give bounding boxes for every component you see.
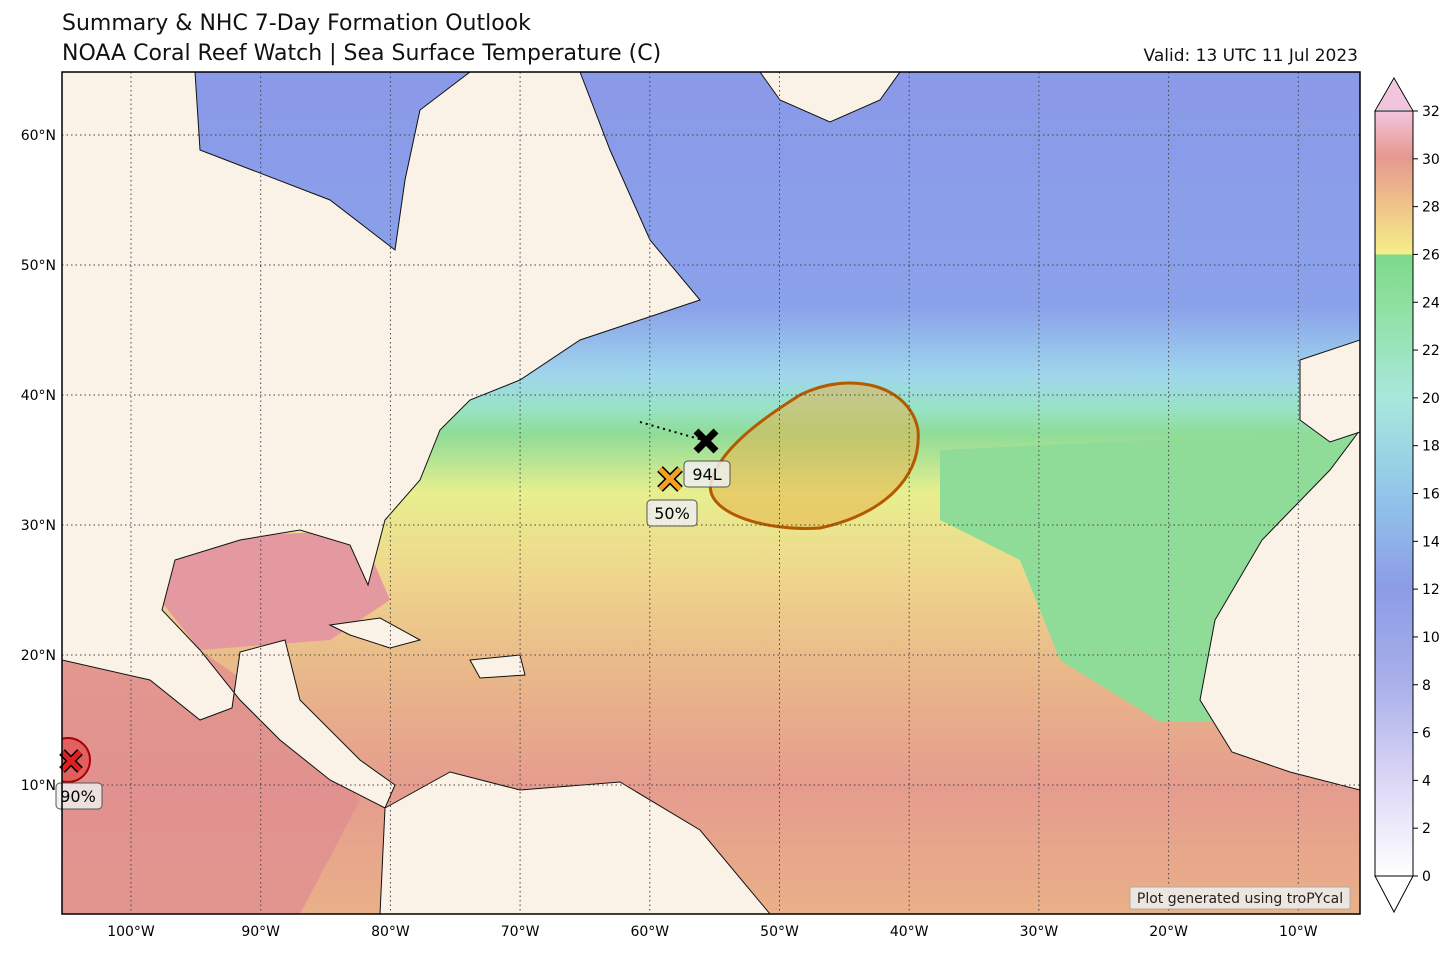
- colorbar-extend-top: [1376, 80, 1412, 110]
- lat-label: 60°N: [21, 128, 56, 144]
- cuba: [328, 617, 422, 649]
- gulf: [160, 530, 390, 650]
- credit-box: [1129, 886, 1351, 910]
- label-box: [646, 499, 698, 527]
- colorbar-label: 20: [1422, 391, 1440, 407]
- outlook-marker: [60, 750, 82, 772]
- lon-label: 80°W: [371, 924, 410, 940]
- lon-label: 40°W: [890, 924, 929, 940]
- lon-label: 10°W: [1279, 924, 1318, 940]
- label-box: [683, 460, 731, 488]
- colorbar-label: 8: [1422, 678, 1431, 694]
- south-america: [379, 771, 771, 914]
- system-label: 90%: [60, 787, 96, 806]
- colorbar: [1374, 110, 1414, 877]
- map-frame: [61, 71, 1361, 915]
- lon-label: 60°W: [630, 924, 669, 940]
- title: Summary & NHC 7-Day Formation Outlook: [62, 11, 531, 36]
- colorbar-label: 14: [1422, 534, 1440, 550]
- pacific: [62, 640, 360, 914]
- lon-label: 90°W: [241, 924, 280, 940]
- colorbar-label: 2: [1422, 821, 1431, 837]
- lon-label: 70°W: [501, 924, 540, 940]
- lon-label: 50°W: [760, 924, 799, 940]
- system-markers: 94L 50% 90%: [55, 428, 731, 810]
- colorbar-label: 4: [1422, 773, 1431, 789]
- lat-label: 30°N: [21, 518, 56, 534]
- europe: [1299, 339, 1360, 443]
- colorbar-label: 30: [1422, 152, 1440, 168]
- lat-label: 10°N: [21, 778, 56, 794]
- colorbar-label: 0: [1422, 869, 1431, 885]
- colorbar-label: 32: [1422, 104, 1440, 120]
- colorbar-label: 28: [1422, 200, 1440, 216]
- north-america: [62, 72, 701, 809]
- lon-label: 20°W: [1149, 924, 1188, 940]
- lat-label: 20°N: [21, 648, 56, 664]
- colorbar-label: 6: [1422, 726, 1431, 742]
- lon-label: 100°W: [107, 924, 155, 940]
- colorbar-label: 10: [1422, 630, 1440, 646]
- hispaniola: [469, 654, 526, 679]
- outlook-area: [708, 381, 920, 530]
- lat-label: 40°N: [21, 388, 56, 404]
- colorbar-label: 16: [1422, 487, 1440, 503]
- gridlines: 60°N 50°N 40°N 30°N 20°N 10°N 100°W 90°W 80°W 70°…: [21, 72, 1360, 940]
- outlook-marker: [658, 467, 682, 491]
- colorbar-label: 22: [1422, 343, 1440, 359]
- lon-label: 30°W: [1020, 924, 1059, 940]
- credit: Plot generated using troPYcal: [1137, 891, 1343, 907]
- colorbar-label: 26: [1422, 247, 1440, 263]
- africa: [1199, 429, 1360, 791]
- subtitle: NOAA Coral Reef Watch | Sea Surface Temp…: [62, 41, 661, 66]
- storm-marker: [693, 428, 719, 454]
- map: [62, 72, 1360, 914]
- valid-time: Valid: 13 UTC 11 Jul 2023: [1144, 46, 1358, 66]
- system-label: 94L: [692, 465, 721, 484]
- colorbar-label: 12: [1422, 582, 1440, 598]
- colorbar-label: 24: [1422, 295, 1440, 311]
- lat-label: 50°N: [21, 258, 56, 274]
- label-box: [55, 782, 103, 810]
- colorbar-label: 18: [1422, 439, 1440, 455]
- greenland: [759, 72, 901, 123]
- system-label: 50%: [654, 504, 690, 523]
